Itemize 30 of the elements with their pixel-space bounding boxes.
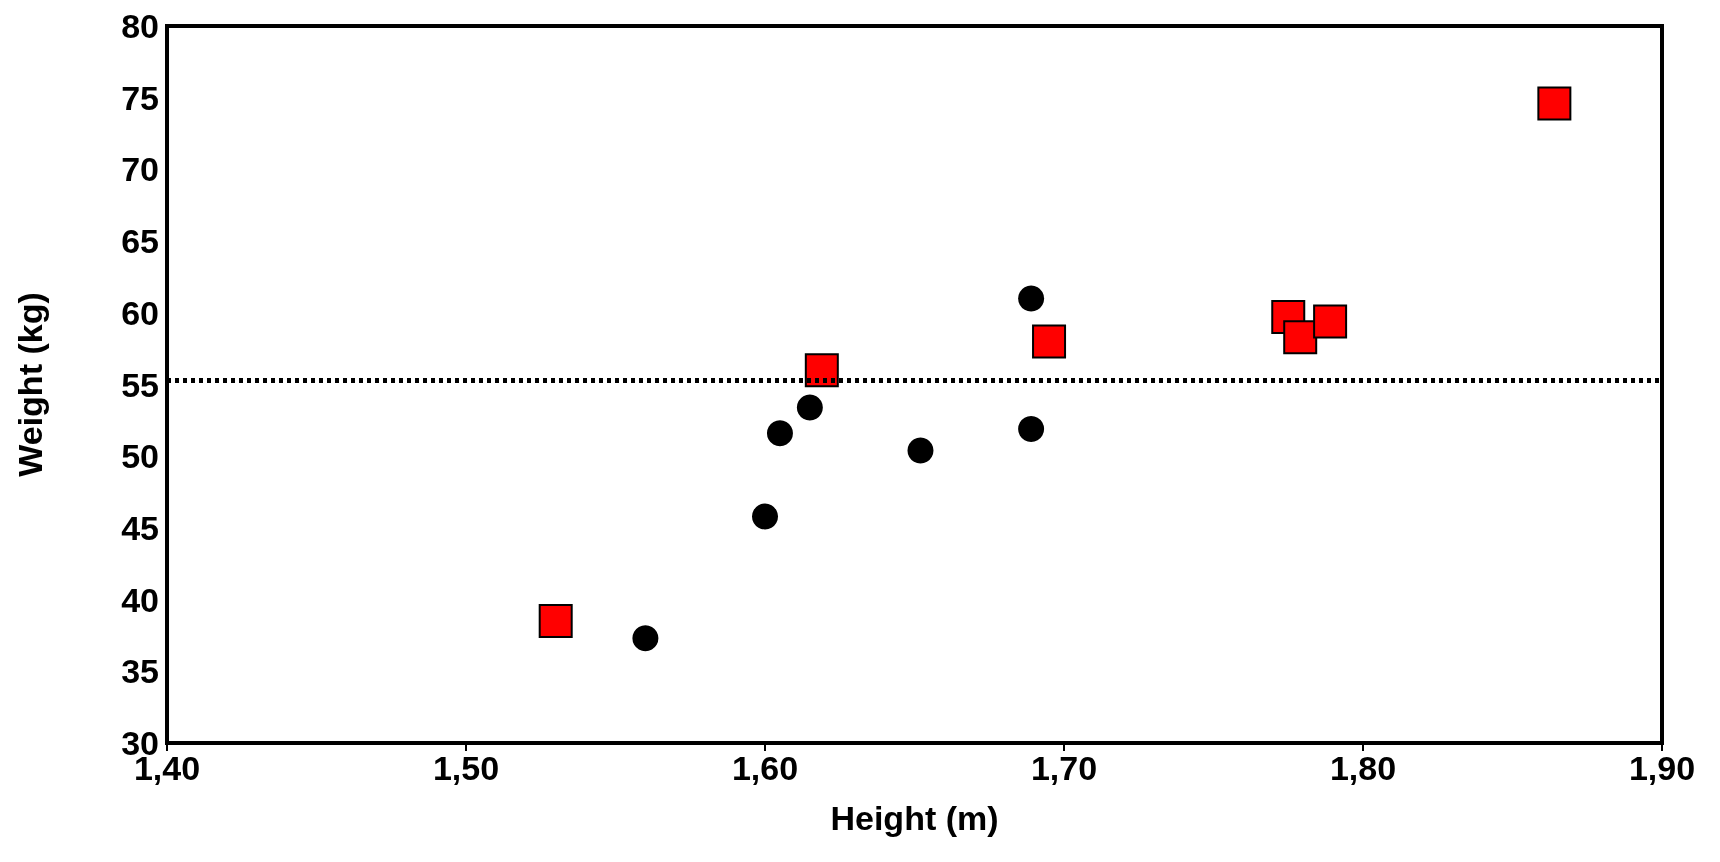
y-tick-label: 40 [121,580,159,619]
x-tick-label: 1,50 [432,749,500,787]
point [907,437,934,464]
y-tick-label: 35 [121,652,159,691]
x-tick-label: 1,80 [1329,749,1397,787]
point [538,604,573,639]
y-tick-label: 70 [121,150,159,189]
y-tick-label: 60 [121,293,159,332]
y-tick-label: 65 [121,222,159,261]
y-axis-title: Weight (kg) [11,292,49,477]
point [752,503,778,530]
point [1018,415,1045,442]
point [632,625,659,652]
y-tick-label: 55 [121,365,159,404]
point [1018,285,1045,312]
x-tick-label: 1,60 [731,749,799,787]
point [766,420,793,447]
y-tick-label: 80 [121,7,159,45]
y-tick-label: 75 [121,78,159,117]
point [1283,320,1318,355]
point [1032,324,1067,359]
point [796,394,823,421]
x-axis-title: Height (m) [830,799,999,837]
point [1313,304,1348,339]
x-tick-label: 1,90 [1628,749,1696,787]
y-tick-label: 50 [121,437,159,476]
point [1537,86,1572,121]
point [804,353,839,388]
y-tick-label: 45 [121,508,159,547]
x-tick-label: 1,70 [1030,749,1098,787]
